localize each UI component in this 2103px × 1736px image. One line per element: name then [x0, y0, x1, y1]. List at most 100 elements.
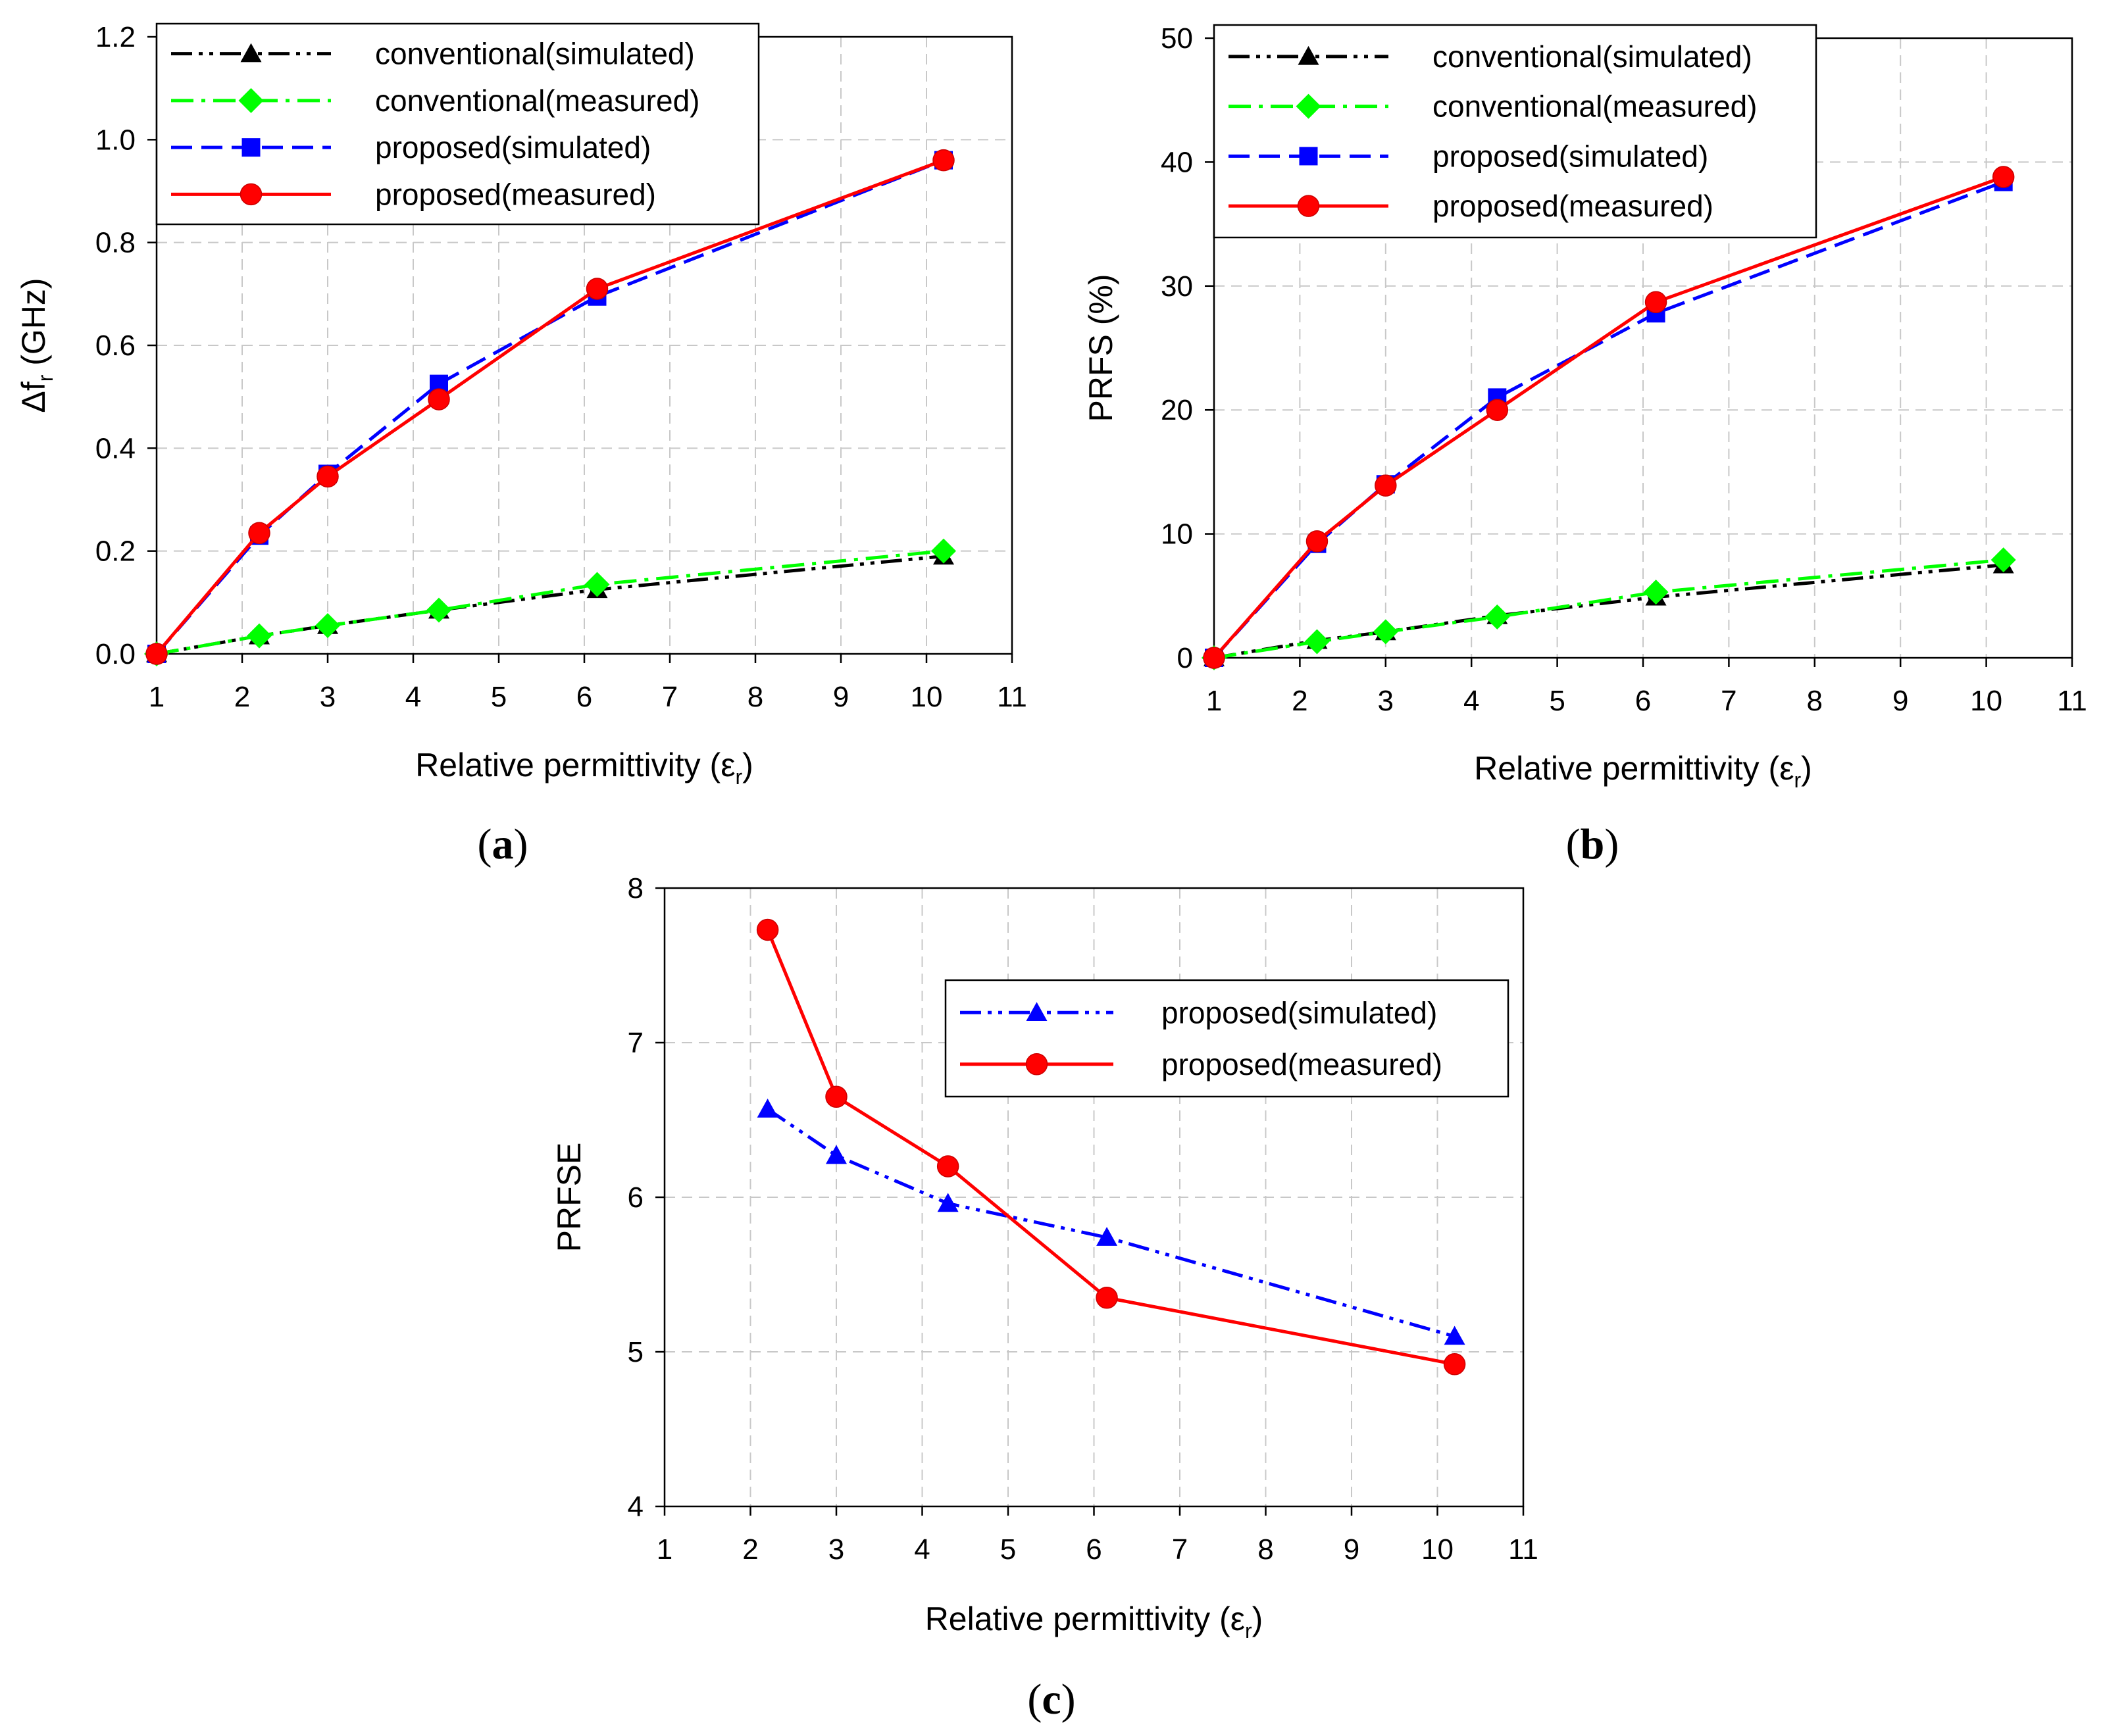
x-tick-label: 11 [2057, 685, 2087, 717]
data-point [1096, 1287, 1118, 1309]
y-tick-label: 5 [628, 1336, 644, 1368]
x-tick-label: 9 [1344, 1533, 1359, 1566]
x-tick-label: 2 [234, 681, 250, 713]
data-point [1643, 580, 1669, 605]
data-point [1375, 474, 1397, 497]
y-tick-label: 10 [1161, 518, 1193, 551]
series-proposed-simulated [147, 151, 953, 663]
data-point [1373, 619, 1398, 645]
legend-label: proposed(measured) [1432, 189, 1713, 223]
x-tick-label: 8 [1257, 1533, 1273, 1566]
legend: conventional(simulated) conventional(meas… [1213, 24, 1817, 239]
data-point [1443, 1353, 1466, 1376]
legend-label: conventional(simulated) [375, 37, 695, 71]
x-tick-label: 4 [405, 681, 421, 713]
y-tick-label: 1.0 [95, 124, 136, 156]
y-tick-label: 20 [1161, 394, 1193, 426]
y-tick-label: 6 [628, 1181, 644, 1214]
x-tick-label: 2 [1292, 685, 1307, 717]
series-line [156, 549, 944, 656]
x-tick-label: 5 [491, 681, 507, 713]
x-tick-label: 2 [742, 1533, 758, 1566]
data-point [1486, 399, 1509, 421]
legend-marker [1025, 1053, 1048, 1076]
legend-marker [1298, 45, 1319, 65]
x-tick-label: 11 [997, 681, 1027, 713]
x-tick-label: 6 [1635, 685, 1651, 717]
y-tick-label: 50 [1161, 22, 1193, 55]
y-axis-label: PRFS (%) [1082, 274, 1119, 422]
x-tick-label: 8 [747, 681, 763, 713]
data-point [1096, 1227, 1118, 1246]
legend-label: proposed(simulated) [1432, 139, 1708, 173]
data-point [1444, 1326, 1465, 1345]
y-tick-label: 0.2 [95, 535, 136, 568]
legend-marker [1297, 195, 1320, 217]
data-point [315, 613, 340, 639]
x-tick-label: 1 [657, 1533, 672, 1566]
y-tick-label: 1.2 [95, 21, 136, 53]
x-tick-label: 7 [1721, 685, 1736, 717]
series-line [156, 554, 944, 656]
data-point [426, 597, 451, 623]
legend-box [944, 979, 1509, 1098]
data-point [931, 538, 956, 564]
legend-marker [1296, 93, 1321, 119]
series-line [155, 159, 944, 655]
legend-marker [238, 87, 264, 113]
x-tick-label: 7 [1172, 1533, 1188, 1566]
y-tick-label: 8 [628, 872, 644, 905]
legend: proposed(simulated) proposed(measured) [944, 979, 1509, 1098]
x-axis-label: Relative permittivity (εr) [925, 1600, 1263, 1643]
series-line [1213, 175, 2004, 659]
legend-label: conventional(measured) [375, 84, 700, 118]
series-line [1213, 180, 2004, 659]
series-line [1213, 563, 2004, 660]
x-axis-label: Relative permittivity (εr) [415, 747, 753, 789]
x-tick-label: 10 [1421, 1533, 1454, 1566]
data-point [826, 1145, 847, 1164]
y-tick-label: 30 [1161, 270, 1193, 303]
series-proposed-measured [1203, 166, 2015, 669]
panel-caption: (b) [1566, 820, 1619, 868]
legend-label: proposed(simulated) [1161, 995, 1437, 1029]
y-tick-label: 7 [628, 1027, 644, 1059]
y-tick-label: 40 [1161, 146, 1193, 178]
x-tick-label: 10 [1970, 685, 2002, 717]
series-proposed-measured [756, 918, 1466, 1376]
x-tick-label: 5 [1000, 1533, 1016, 1566]
legend-marker [1299, 147, 1318, 166]
x-tick-label: 3 [828, 1533, 844, 1566]
chart-panel-a: 1 2 3 4 5 6 7 8 9 10 11 0.0 0.2 0.4 0.6 0.8 1.0 1.2 Relati… [15, 21, 1027, 868]
x-tick-label: 6 [576, 681, 592, 713]
data-point [145, 643, 168, 665]
data-point [428, 388, 450, 410]
legend-label: conventional(measured) [1432, 89, 1758, 124]
data-point [1990, 547, 2016, 573]
x-tick-label: 11 [1508, 1533, 1538, 1566]
legend-marker [1026, 1002, 1048, 1022]
series-line [1213, 558, 2004, 660]
legend-marker [240, 43, 262, 62]
legend-marker [241, 138, 261, 157]
data-point [1305, 530, 1329, 553]
x-tick-label: 7 [662, 681, 678, 713]
data-point [1203, 647, 1225, 669]
data-point [1644, 291, 1667, 314]
x-axis-label: Relative permittivity (εr) [1474, 750, 1812, 792]
series-proposed-simulated [757, 1099, 1465, 1345]
series-line [155, 159, 944, 655]
x-tick-label: 10 [911, 681, 943, 713]
y-tick-label: 0.6 [95, 330, 136, 362]
y-tick-label: 0.4 [95, 432, 136, 464]
legend-label: proposed(measured) [375, 177, 656, 211]
chart-panel-c: 1 2 3 4 5 6 7 8 9 10 11 4 5 6 7 8 Relative permittivity … [551, 872, 1538, 1724]
data-point [825, 1085, 848, 1108]
data-point [757, 1099, 778, 1118]
data-point [317, 465, 339, 488]
legend-label: proposed(simulated) [375, 130, 651, 164]
x-tick-label: 8 [1807, 685, 1823, 717]
series-conventional-measured [1202, 547, 2016, 670]
x-tick-label: 9 [833, 681, 849, 713]
